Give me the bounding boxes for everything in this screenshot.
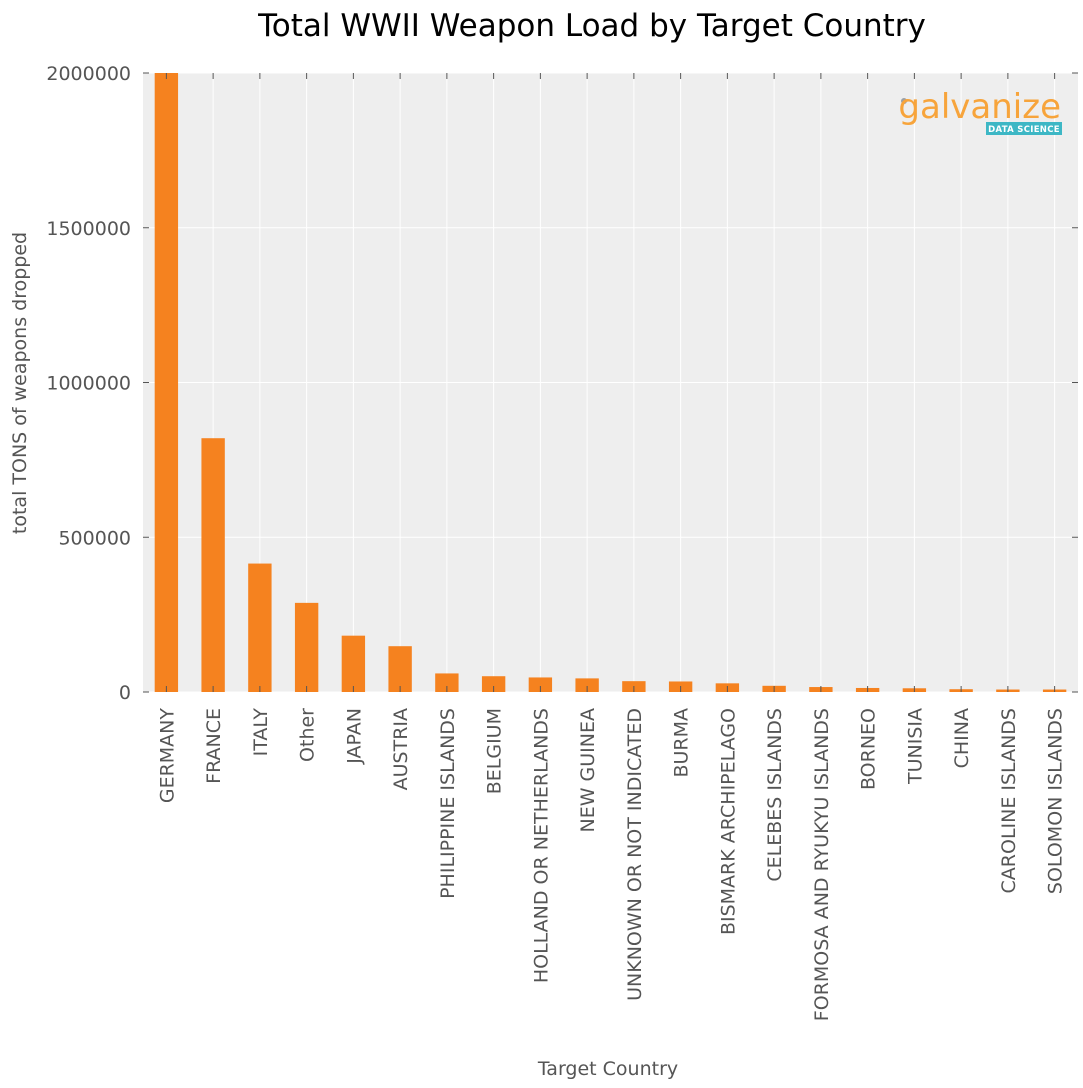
x-axis-label: Target Country — [537, 1058, 678, 1080]
x-tick-label: NEW GUINEA — [577, 708, 599, 833]
y-tick-label: 0 — [119, 682, 131, 704]
bar — [435, 673, 459, 692]
bar — [341, 635, 366, 692]
bar — [294, 602, 319, 692]
logo-dot-icon — [901, 98, 907, 104]
x-tick-label: BISMARK ARCHIPELAGO — [717, 708, 739, 935]
x-tick-label: FORMOSA AND RYUKYU ISLANDS — [811, 708, 833, 1021]
bar — [481, 676, 506, 692]
x-tick-label: CHINA — [951, 708, 973, 768]
bar — [528, 677, 553, 692]
x-tick-label: CAROLINE ISLANDS — [998, 708, 1020, 893]
y-tick-label: 500000 — [58, 527, 131, 549]
x-tick-label: BURMA — [671, 708, 693, 778]
x-tick-label: JAPAN — [343, 708, 365, 765]
axis-ticks — [143, 72, 1078, 693]
x-tick-label: AUSTRIA — [390, 708, 412, 790]
y-tick-label: 2000000 — [46, 63, 131, 85]
y-tick-labels: 0 500000 1000000 1500000 2000000 — [46, 63, 131, 704]
galvanize-logo: galvanize DATA SCIENCE — [898, 87, 1062, 135]
y-tick-label: 1500000 — [46, 218, 131, 240]
y-axis-label: total TONS of weapons dropped — [9, 232, 31, 534]
chart-title: Total WWII Weapon Load by Target Country — [257, 8, 926, 44]
logo-name: galvanize — [898, 87, 1061, 127]
x-tick-label: TUNISIA — [904, 708, 926, 785]
logo-tagline-bg — [986, 122, 1062, 135]
bar — [154, 73, 179, 692]
x-tick-label: SOLOMON ISLANDS — [1045, 708, 1067, 894]
x-tick-labels: GERMANY FRANCE ITALY Other JAPAN AUSTRIA PHILI… — [156, 708, 1066, 1022]
x-tick-label: FRANCE — [203, 708, 225, 784]
x-tick-label: HOLLAND OR NETHERLANDS — [530, 708, 552, 983]
x-tick-label: UNKNOWN OR NOT INDICATED — [624, 708, 646, 1001]
x-tick-label: CELEBES ISLANDS — [764, 708, 786, 882]
bar — [575, 678, 599, 692]
x-tick-label: BORNEO — [858, 708, 880, 790]
x-tick-label: Other — [297, 708, 319, 762]
bar — [248, 563, 272, 692]
x-tick-label: ITALY — [250, 708, 272, 757]
y-tick-label: 1000000 — [46, 373, 131, 395]
grid-lines — [143, 72, 1078, 693]
x-tick-label: BELGIUM — [484, 708, 506, 794]
logo-tagline: DATA SCIENCE — [988, 125, 1060, 135]
bar — [388, 646, 412, 692]
bar — [201, 438, 225, 692]
x-tick-label: GERMANY — [156, 708, 178, 804]
x-tick-label: PHILIPPINE ISLANDS — [437, 708, 459, 899]
